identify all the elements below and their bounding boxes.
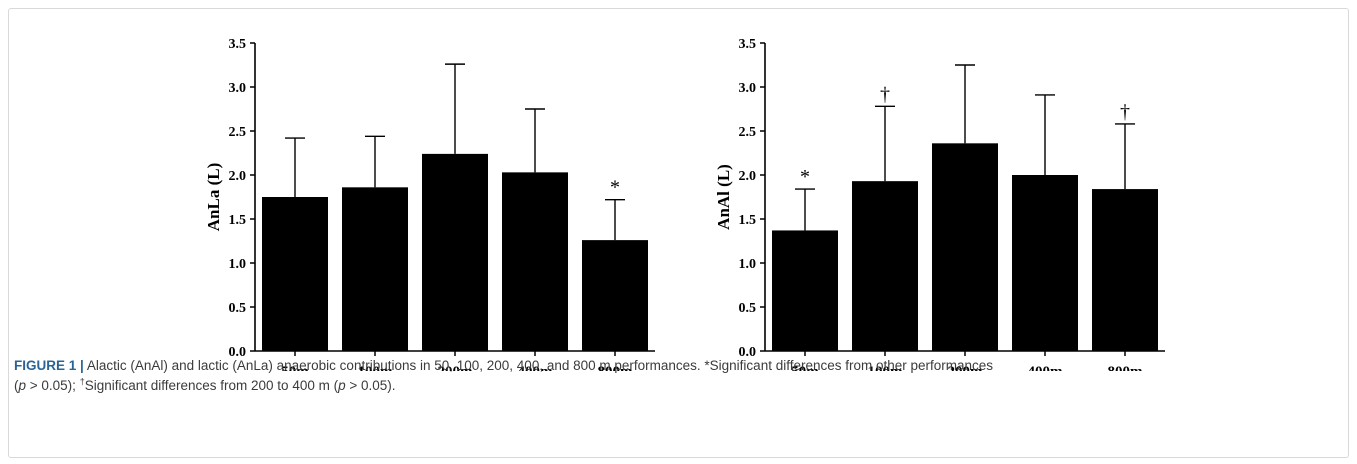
y-tick-label: 0.0 bbox=[229, 345, 247, 360]
y-tick-label: 3.5 bbox=[739, 37, 757, 52]
x-tick-label: 200m bbox=[948, 364, 984, 371]
y-tick-label: 0.5 bbox=[229, 301, 247, 316]
bar bbox=[502, 172, 568, 351]
y-axis-label: AnAl (L) bbox=[714, 164, 733, 230]
y-tick-label: 1.5 bbox=[739, 213, 757, 228]
y-tick-label: 0.0 bbox=[739, 345, 757, 360]
caption-p-symbol-2: p bbox=[338, 378, 346, 393]
y-axis-label: AnLa (L) bbox=[204, 163, 223, 231]
y-tick-label: 2.5 bbox=[229, 125, 247, 140]
caption-open-paren: ( bbox=[14, 378, 19, 393]
y-tick-label: 3.0 bbox=[229, 81, 247, 96]
caption-dagger-text: Significant differences from 200 to 400 … bbox=[84, 378, 339, 393]
caption-dagger: † bbox=[79, 376, 85, 387]
caption-p-value-2: > 0.05). bbox=[345, 378, 396, 393]
y-tick-label: 2.0 bbox=[229, 169, 247, 184]
figure-label: FIGURE 1 | bbox=[14, 358, 84, 373]
bar bbox=[262, 197, 328, 351]
y-tick-label: 3.0 bbox=[739, 81, 757, 96]
caption-p-symbol: p bbox=[18, 378, 27, 393]
bar bbox=[772, 230, 838, 351]
x-tick-label: 50m bbox=[281, 364, 309, 371]
bar bbox=[582, 240, 648, 351]
bar bbox=[342, 187, 408, 351]
bar bbox=[1012, 175, 1078, 351]
y-tick-label: 1.0 bbox=[739, 257, 757, 272]
caption-line1: Alactic (AnAl) and lactic (AnLa) anaerob… bbox=[86, 358, 994, 373]
bar bbox=[1092, 189, 1158, 351]
bar bbox=[932, 143, 998, 351]
significance-marker: † bbox=[880, 83, 890, 105]
y-tick-label: 1.0 bbox=[229, 257, 247, 272]
x-tick-label: 100m bbox=[358, 364, 394, 371]
y-tick-label: 2.0 bbox=[739, 169, 757, 184]
x-tick-label: 200m bbox=[438, 364, 474, 371]
bar bbox=[852, 181, 918, 351]
y-tick-label: 1.5 bbox=[229, 213, 247, 228]
y-tick-label: 2.5 bbox=[739, 125, 757, 140]
anal-bar-chart: AnAl (L) 0.0 0.5 1.0 1.5 2.0 2.5 3.0 3.5 50m * 100m… bbox=[714, 37, 1165, 371]
figure-panel: AnLa (L) 0.0 0.5 1.0 1.5 2.0 2.5 3.0 3.5 50m 100m 2… bbox=[8, 8, 1349, 458]
x-tick-label: 50m bbox=[791, 364, 819, 371]
significance-marker: † bbox=[1120, 101, 1130, 123]
y-tick-label: 0.5 bbox=[739, 301, 757, 316]
x-tick-label: 100m bbox=[868, 364, 904, 371]
y-tick-label: 3.5 bbox=[229, 37, 247, 52]
figure-caption: FIGURE 1 | Alactic (AnAl) and lactic (An… bbox=[14, 356, 1334, 396]
anla-bar-chart: AnLa (L) 0.0 0.5 1.0 1.5 2.0 2.5 3.0 3.5 50m 100m 2… bbox=[204, 37, 655, 371]
caption-p-value-1: > 0.05); bbox=[26, 378, 80, 393]
bar bbox=[422, 153, 488, 351]
significance-marker: * bbox=[800, 166, 810, 188]
significance-marker: * bbox=[610, 177, 620, 199]
